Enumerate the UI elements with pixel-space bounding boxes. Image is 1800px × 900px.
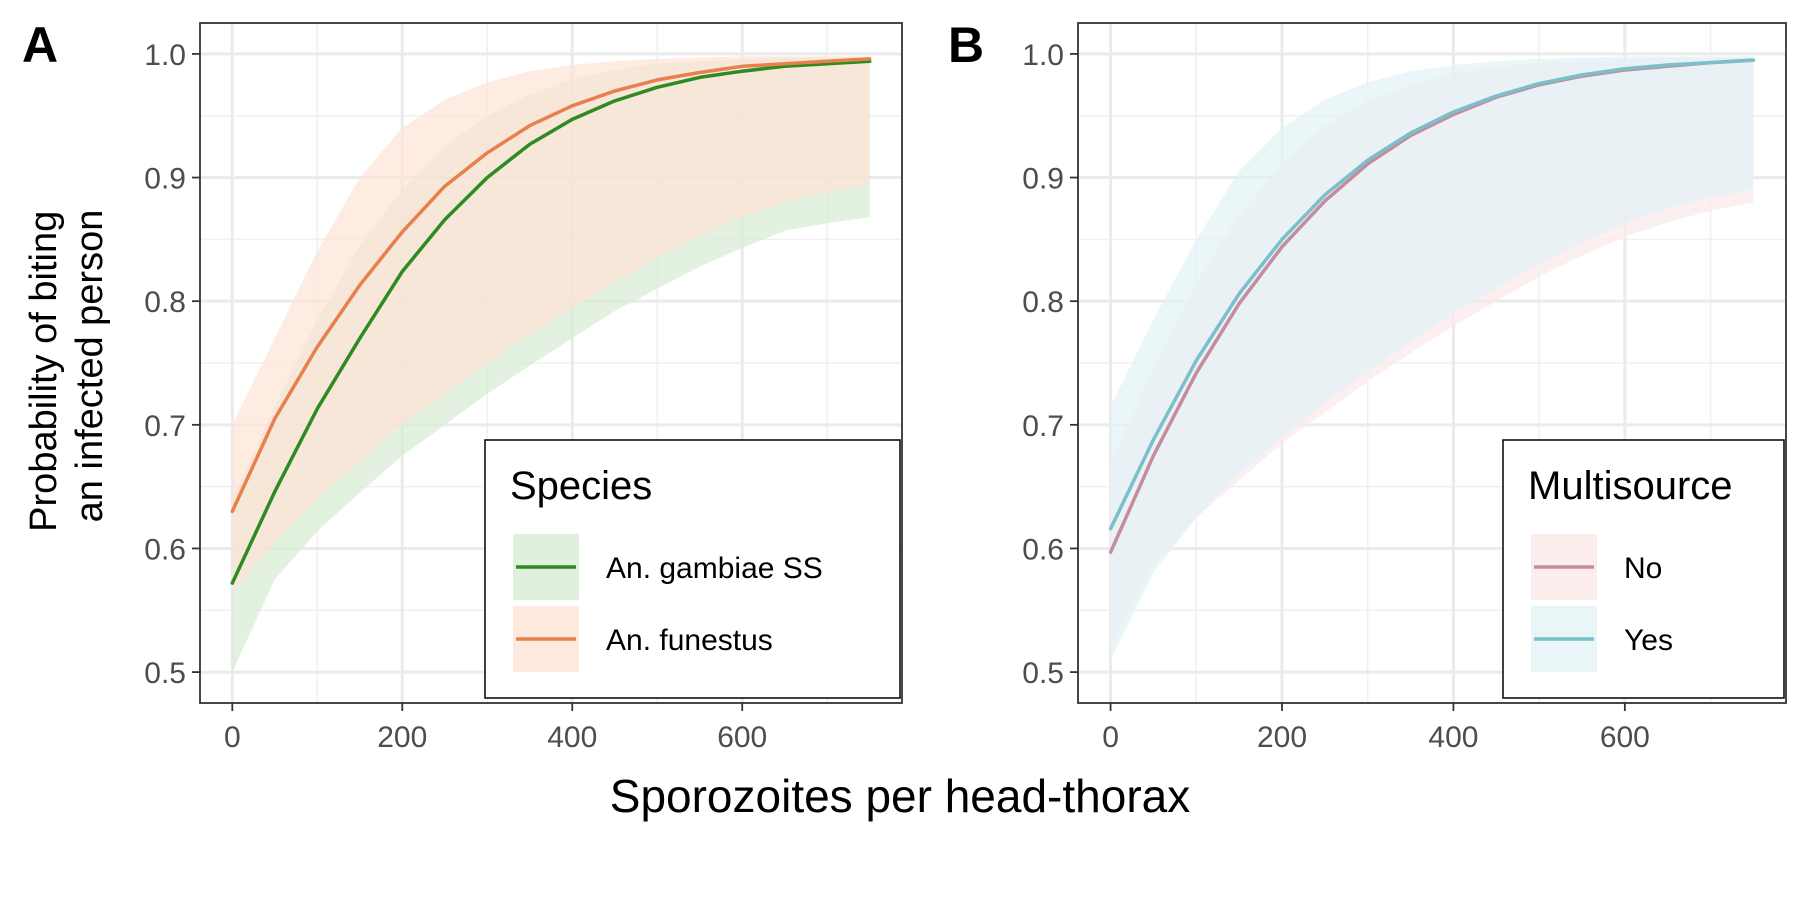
y-tick-label: 0.6 [144, 533, 186, 566]
y-tick-label: 0.6 [1022, 533, 1064, 566]
panel-border [1077, 22, 1787, 704]
x-tick-label: 400 [547, 721, 597, 754]
y-tick-label: 0.5 [144, 657, 186, 690]
x-tick-label: 0 [1102, 721, 1119, 754]
legend: Species An. gambiae SS An. funestus [484, 439, 901, 699]
x-axis-title: Sporozoites per head-thorax [610, 770, 1190, 822]
y-tick-label: 0.8 [144, 286, 186, 319]
y-tick-label: 0.9 [1022, 163, 1064, 196]
y-axis-title: Probability of biting an infected person [23, 200, 111, 532]
x-tick-label: 400 [1428, 721, 1478, 754]
y-tick-label: 0.9 [144, 163, 186, 196]
panel-tag-a: A [22, 17, 58, 73]
legend-label: Yes [1624, 624, 1673, 657]
panel-border [199, 22, 903, 704]
series-line-2 [1108, 58, 1756, 531]
panel-a: 0 200 400 600 0.5 0.6 0.7 0.8 0.9 1.0 Species An. g… [144, 22, 903, 754]
y-tick-label: 0.5 [1022, 657, 1064, 690]
legend-label: No [1624, 552, 1662, 585]
confidence-band-2 [232, 56, 870, 592]
y-tick-label: 1.0 [144, 39, 186, 72]
y-tick-label: 1.0 [1022, 39, 1064, 72]
y-tick-label: 0.8 [1022, 286, 1064, 319]
x-tick-label: 200 [1257, 721, 1307, 754]
x-tick-label: 600 [1600, 721, 1650, 754]
legend-title: Multisource [1528, 464, 1733, 508]
y-tick-label: 0.7 [1022, 410, 1064, 443]
confidence-band-2 [1110, 56, 1754, 660]
series-line-1 [230, 59, 872, 585]
legend-label: An. gambiae SS [606, 552, 823, 585]
y-axis-title-line-1: Probability of biting [23, 211, 65, 532]
x-tick-label: 0 [224, 721, 241, 754]
x-tick-label: 200 [377, 721, 427, 754]
legend-title: Species [510, 464, 652, 508]
series-line-2 [230, 57, 872, 514]
legend: Multisource No Yes [1502, 439, 1785, 699]
panel-b: 0 200 400 600 0.5 0.6 0.7 0.8 0.9 1.0 Multisource N… [1022, 22, 1787, 754]
x-tick-label: 600 [717, 721, 767, 754]
legend-label: An. funestus [606, 624, 773, 657]
y-tick-label: 0.7 [144, 410, 186, 443]
y-axis-title-line-2: an infected person [69, 210, 111, 523]
panel-tag-b: B [948, 17, 984, 73]
